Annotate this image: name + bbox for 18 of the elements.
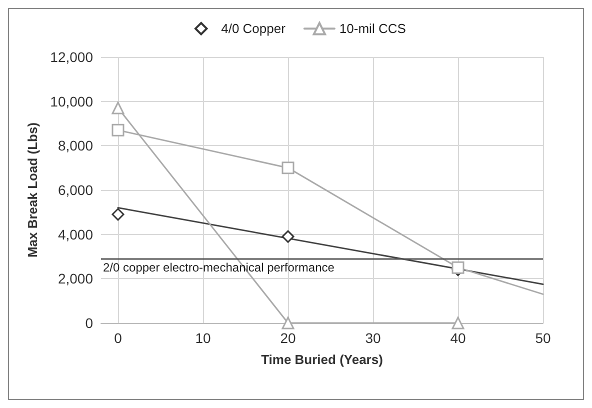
ref-line-label: 2/0 copper electro-mechanical performance <box>103 260 335 275</box>
y-tick-label: 8,000 <box>58 138 94 154</box>
x-tick-label: 30 <box>365 330 381 346</box>
legend-label: 4/0 Copper <box>221 21 286 36</box>
x-tick-label: 0 <box>114 330 122 346</box>
x-tick-label: 10 <box>195 330 211 346</box>
y-axis-title: Max Break Load (Lbs) <box>25 122 40 258</box>
legend-label: 10-mil CCS <box>339 21 406 36</box>
x-tick-label: 40 <box>450 330 466 346</box>
y-tick-label: 6,000 <box>58 182 94 198</box>
x-tick-label: 20 <box>280 330 296 346</box>
y-tick-label: 12,000 <box>50 49 94 65</box>
y-tick-label: 4,000 <box>58 226 94 242</box>
x-tick-label: 50 <box>535 330 551 346</box>
x-axis-title: Time Buried (Years) <box>261 352 383 367</box>
y-tick-label: 10,000 <box>50 93 94 110</box>
y-tick-label: 2,000 <box>58 270 94 287</box>
y-tick-label: 0 <box>85 315 94 331</box>
